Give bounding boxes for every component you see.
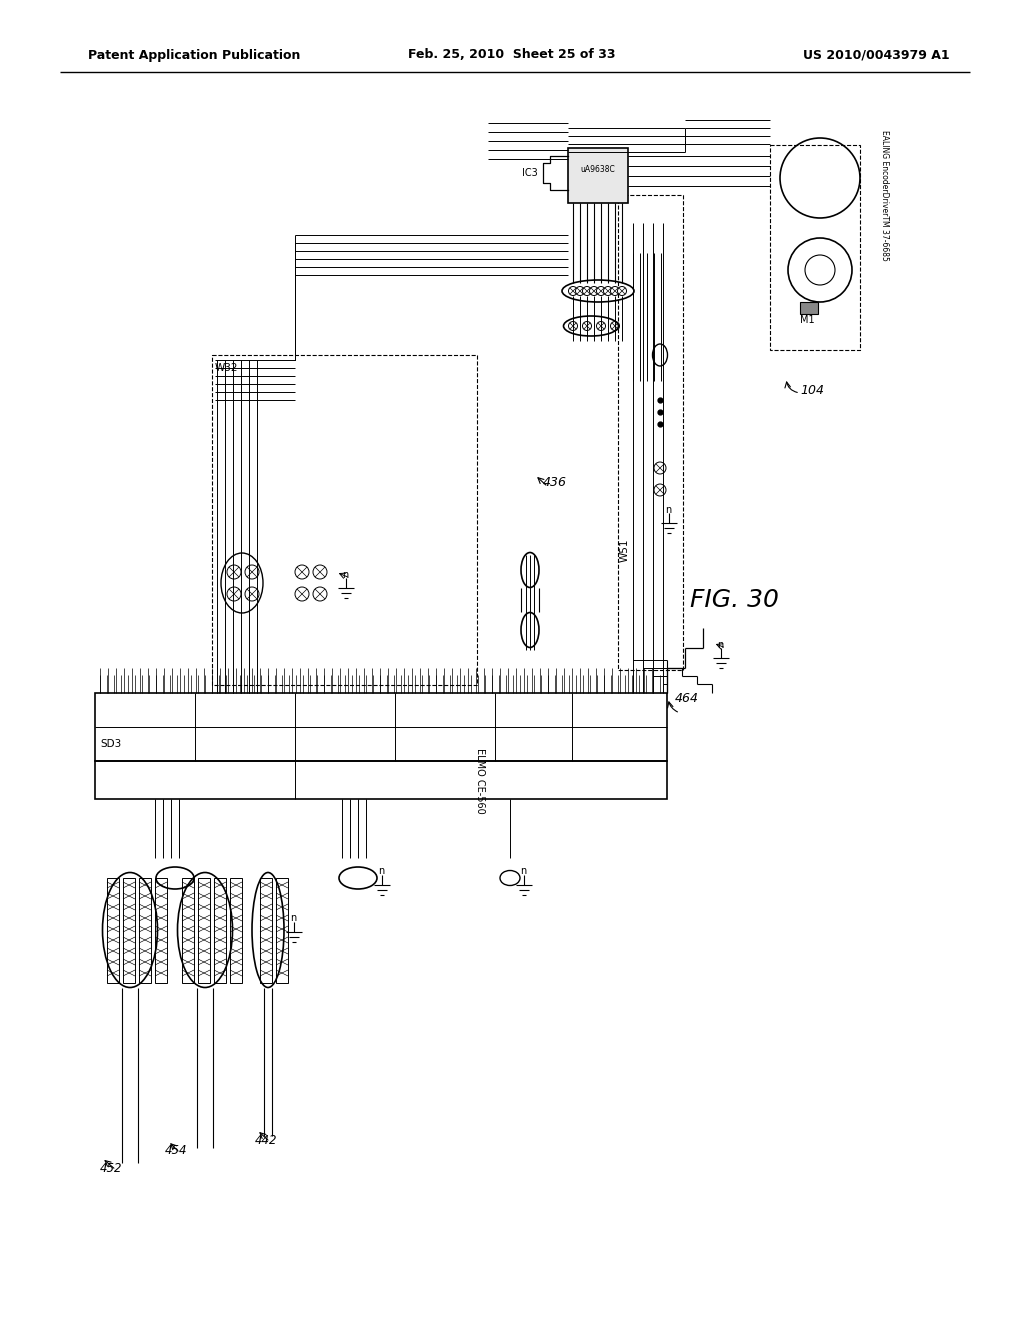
Text: M1: M1 (800, 315, 815, 325)
Ellipse shape (521, 553, 539, 587)
Text: n: n (665, 506, 672, 515)
Bar (182, 878, 194, 983)
Text: 464: 464 (675, 692, 699, 705)
Ellipse shape (521, 612, 539, 648)
Bar (618, 195, 683, 671)
Text: 452: 452 (100, 1162, 123, 1175)
Circle shape (245, 587, 259, 601)
Bar (139, 878, 151, 983)
Bar (106, 878, 119, 983)
Bar (770, 145, 860, 350)
Bar (230, 878, 242, 983)
Circle shape (313, 565, 327, 579)
Circle shape (603, 286, 612, 296)
Circle shape (780, 139, 860, 218)
Circle shape (617, 286, 627, 296)
Text: uA9638C: uA9638C (581, 165, 615, 174)
Text: SD3: SD3 (100, 739, 121, 748)
Text: EALING EncoderDriverTM 37-6685: EALING EncoderDriverTM 37-6685 (880, 129, 889, 260)
Ellipse shape (652, 345, 668, 366)
Text: 454: 454 (165, 1144, 187, 1158)
Ellipse shape (339, 867, 377, 888)
Text: n: n (342, 570, 348, 579)
Circle shape (568, 322, 578, 330)
Circle shape (575, 286, 585, 296)
Bar (95, 693, 667, 762)
Bar (276, 878, 288, 983)
Circle shape (597, 322, 605, 330)
Circle shape (583, 322, 592, 330)
Text: 436: 436 (543, 477, 567, 490)
Text: Patent Application Publication: Patent Application Publication (88, 49, 300, 62)
Ellipse shape (500, 870, 520, 886)
Bar (95, 762, 667, 799)
Text: 104: 104 (800, 384, 824, 396)
Text: 442: 442 (255, 1134, 278, 1147)
Circle shape (583, 286, 592, 296)
Circle shape (245, 565, 259, 579)
Circle shape (654, 484, 666, 496)
Circle shape (313, 587, 327, 601)
Circle shape (568, 286, 578, 296)
Circle shape (654, 462, 666, 474)
Text: n: n (520, 866, 526, 876)
Bar (123, 878, 135, 983)
Text: ELMO CE-560: ELMO CE-560 (475, 748, 485, 814)
Bar (214, 878, 226, 983)
Text: W32: W32 (215, 363, 239, 374)
Bar (198, 878, 210, 983)
Bar (212, 355, 477, 685)
Text: n: n (717, 640, 723, 649)
Bar (260, 878, 272, 983)
Circle shape (295, 565, 309, 579)
Circle shape (295, 587, 309, 601)
Circle shape (227, 587, 241, 601)
Ellipse shape (156, 867, 194, 888)
Text: US 2010/0043979 A1: US 2010/0043979 A1 (804, 49, 950, 62)
Circle shape (590, 286, 598, 296)
Text: FIG. 30: FIG. 30 (690, 587, 779, 612)
Bar (568, 148, 628, 203)
Circle shape (610, 322, 620, 330)
Text: n: n (290, 913, 296, 923)
Text: Feb. 25, 2010  Sheet 25 of 33: Feb. 25, 2010 Sheet 25 of 33 (409, 49, 615, 62)
Text: n: n (378, 866, 384, 876)
Text: IC3: IC3 (522, 168, 538, 178)
Bar (155, 878, 167, 983)
Circle shape (805, 255, 835, 285)
Circle shape (227, 565, 241, 579)
Circle shape (610, 286, 620, 296)
Circle shape (788, 238, 852, 302)
Text: W51: W51 (620, 539, 630, 562)
Circle shape (597, 286, 605, 296)
Bar (800, 302, 818, 314)
